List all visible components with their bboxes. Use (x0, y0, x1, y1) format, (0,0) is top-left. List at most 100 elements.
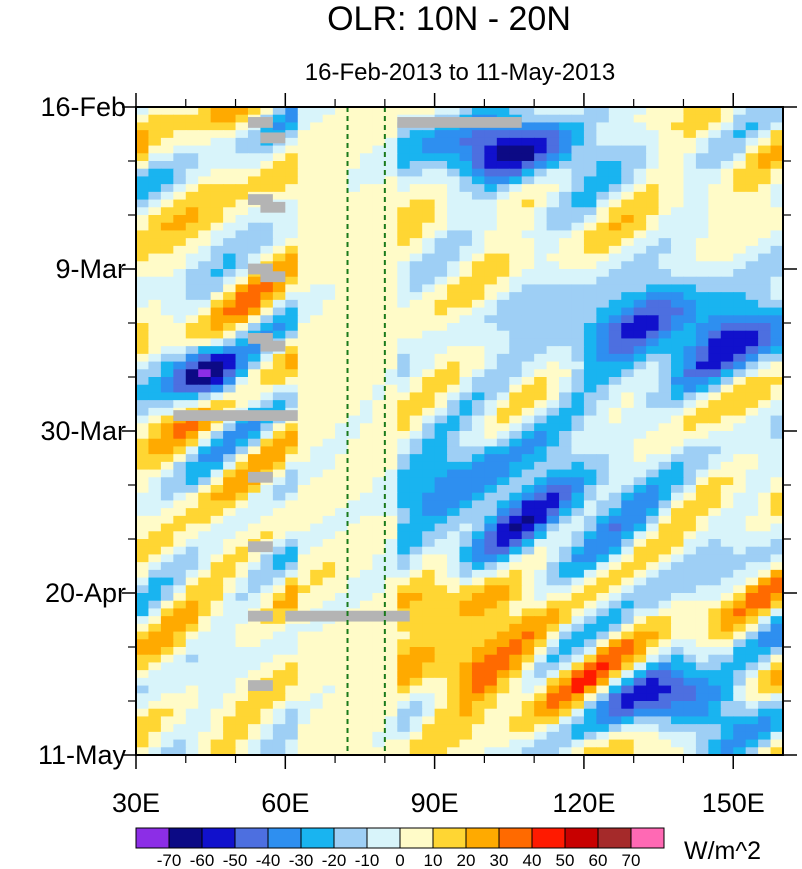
heatmap-cell (235, 616, 249, 625)
colorbar-swatch (432, 827, 467, 849)
heatmap-cell (235, 230, 249, 239)
heatmap-cell (671, 261, 685, 270)
heatmap-cell (297, 338, 311, 347)
heatmap-cell (397, 276, 411, 286)
heatmap-cell (758, 107, 772, 116)
heatmap-cell (770, 176, 783, 185)
heatmap-cell (247, 253, 262, 262)
heatmap-cell (695, 670, 709, 679)
heatmap-cell (521, 261, 535, 270)
heatmap-cell (235, 731, 249, 741)
heatmap-cell (136, 623, 150, 633)
heatmap-cell (646, 107, 660, 116)
heatmap-cell (608, 546, 622, 556)
heatmap-cell (397, 438, 411, 448)
heatmap-cell (185, 215, 199, 224)
heatmap-cell (745, 338, 759, 347)
heatmap-cell (310, 292, 324, 301)
heatmap-cell (770, 739, 783, 748)
heatmap-cell (160, 230, 174, 239)
heatmap-cell (322, 639, 336, 648)
heatmap-cell (534, 245, 548, 255)
heatmap-cell (335, 577, 349, 586)
heatmap-cell (683, 431, 697, 440)
heatmap-cell (160, 215, 174, 224)
heatmap-cell (173, 122, 187, 131)
heatmap-cell (484, 400, 498, 409)
heatmap-cell (335, 145, 349, 154)
heatmap-cell (509, 438, 523, 448)
heatmap-cell (571, 708, 585, 718)
heatmap-cell (770, 284, 783, 293)
heatmap-cell (695, 284, 709, 293)
heatmap-cell (509, 593, 523, 602)
heatmap-cell (185, 245, 199, 255)
heatmap-cell (683, 477, 697, 486)
heatmap-cell (509, 577, 523, 586)
heatmap-cell (496, 269, 510, 278)
heatmap-cell (434, 446, 448, 455)
heatmap-cell (683, 670, 697, 679)
heatmap-cell (658, 114, 672, 124)
heatmap-cell (272, 330, 286, 340)
heatmap-cell (372, 338, 386, 347)
heatmap-cell (646, 238, 660, 247)
heatmap-cell (559, 739, 573, 748)
heatmap-cell (359, 461, 373, 471)
heatmap-cell (434, 207, 448, 216)
heatmap-cell (310, 122, 324, 131)
heatmap-cell (136, 569, 150, 579)
heatmap-cell (136, 245, 150, 255)
heatmap-cell (671, 562, 685, 571)
heatmap-cell (496, 153, 510, 162)
heatmap-cell (434, 724, 448, 733)
heatmap-cell (521, 469, 535, 478)
heatmap-cell (422, 747, 436, 755)
heatmap-cell (646, 199, 660, 208)
heatmap-cell (422, 176, 436, 185)
colorbar-tick-label: 60 (589, 851, 608, 869)
heatmap-cell (758, 508, 772, 517)
heatmap-cell (136, 747, 150, 755)
heatmap-cell (708, 114, 722, 124)
heatmap-cell (484, 338, 498, 347)
heatmap-cell (335, 346, 349, 355)
heatmap-cell (260, 323, 274, 332)
missing-data-patches (173, 117, 522, 691)
heatmap-cell (235, 423, 249, 432)
heatmap-cell (272, 191, 286, 201)
heatmap-cell (422, 438, 436, 448)
heatmap-cell (720, 438, 734, 448)
heatmap-cell (646, 701, 660, 710)
heatmap-cell (372, 161, 386, 170)
heatmap-cell (695, 307, 709, 316)
heatmap-cell (758, 662, 772, 671)
heatmap-cell (534, 731, 548, 741)
heatmap-cell (409, 739, 423, 748)
colorbar-swatch (135, 827, 170, 849)
heatmap-cell (708, 122, 722, 131)
heatmap-cell (409, 585, 423, 594)
heatmap-cell (160, 423, 174, 432)
heatmap-cell (459, 253, 473, 262)
heatmap-cell (148, 407, 162, 417)
heatmap-cell (447, 461, 461, 471)
heatmap-cell (646, 693, 660, 702)
heatmap-cell (447, 299, 461, 309)
heatmap-cell (546, 608, 560, 617)
heatmap-cell (260, 492, 274, 502)
heatmap-cell (496, 569, 510, 579)
heatmap-cell (272, 161, 286, 170)
heatmap-cell (136, 662, 150, 671)
heatmap-cell (173, 585, 187, 594)
heatmap-cell (434, 353, 448, 363)
heatmap-cell (633, 400, 647, 409)
heatmap-cell (683, 145, 697, 154)
heatmap-cell (546, 515, 560, 525)
heatmap-cell (359, 577, 373, 586)
heatmap-cell (198, 238, 212, 247)
heatmap-cell (509, 307, 523, 316)
heatmap-cell (571, 739, 585, 748)
heatmap-cell (695, 662, 709, 671)
heatmap-cell (335, 539, 349, 548)
